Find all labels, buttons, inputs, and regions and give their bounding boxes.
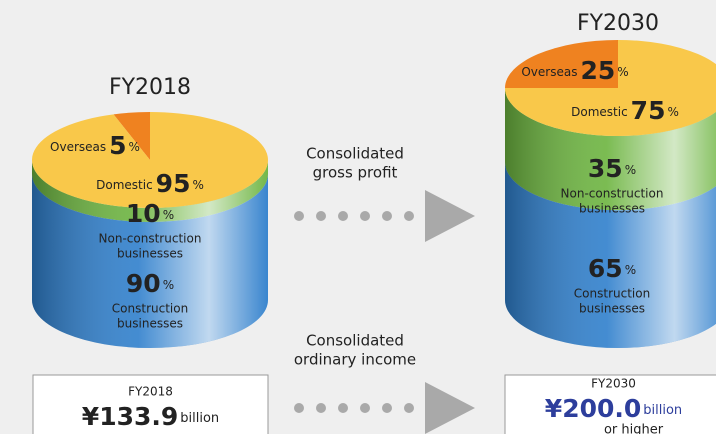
text-part: %	[192, 178, 203, 192]
text-part: 90	[126, 269, 161, 298]
result-box	[32, 374, 269, 434]
text-part: billion	[643, 403, 682, 418]
top-wedge	[505, 40, 716, 136]
domestic-label: Domestic 95%	[96, 169, 204, 198]
arrow-head	[425, 382, 475, 434]
top-wedge	[113, 112, 150, 160]
text-part: %	[625, 163, 636, 177]
side-name: businesses	[117, 247, 183, 261]
text-part: Overseas	[50, 140, 106, 154]
side-value: 10%	[126, 199, 174, 228]
text-part: %	[617, 65, 628, 79]
text-part: 5	[109, 131, 126, 160]
side-value: 35%	[588, 154, 636, 183]
arrow-dot	[360, 211, 370, 221]
box-year: FY2018	[128, 385, 173, 399]
side-shading	[32, 160, 268, 348]
result-box	[504, 374, 716, 434]
arrow-dot	[316, 403, 326, 413]
text-part: %	[163, 278, 174, 292]
side-name: Non-construction	[99, 232, 202, 246]
arrow-dot	[338, 403, 348, 413]
side-name: businesses	[579, 302, 645, 316]
overseas-label: Overseas 25%	[521, 56, 628, 85]
arrow-dot	[338, 211, 348, 221]
text-part: %	[667, 105, 678, 119]
arrow-label: Consolidated	[306, 332, 404, 350]
side-name: Construction	[574, 287, 650, 301]
side-value: 90%	[126, 269, 174, 298]
side-name: Non-construction	[561, 187, 664, 201]
text-part: Overseas	[521, 65, 577, 79]
text-part: ¥200.0	[545, 394, 641, 423]
text-part: 65	[588, 254, 623, 283]
overseas-label: Overseas 5%	[50, 131, 140, 160]
arrow-dot	[294, 211, 304, 221]
box-amount: ¥200.0 billion	[545, 394, 682, 423]
side-value: 65%	[588, 254, 636, 283]
text-part: %	[163, 208, 174, 222]
side-shading	[505, 88, 716, 348]
side-name: Construction	[112, 302, 188, 316]
text-part: ¥133.9	[82, 402, 178, 431]
arrow-head	[425, 190, 475, 242]
text-part: 35	[588, 154, 623, 183]
arrow-dot	[382, 211, 392, 221]
arrow-label: ordinary income	[294, 351, 416, 369]
cylinder-title: FY2030	[577, 11, 659, 36]
box-note: or higher	[604, 423, 664, 434]
text-part: billion	[180, 411, 219, 426]
text-part: Domestic	[571, 105, 628, 119]
arrow-dot	[316, 211, 326, 221]
arrow-dot	[360, 403, 370, 413]
arrow-dot	[404, 403, 414, 413]
arrow-label: gross profit	[313, 164, 398, 182]
text-part: Domestic	[96, 178, 153, 192]
text-part: %	[625, 263, 636, 277]
text-part: 10	[126, 199, 161, 228]
arrow-dot	[294, 403, 304, 413]
arrow-dot	[382, 403, 392, 413]
domestic-label: Domestic 75%	[571, 96, 679, 125]
text-part: %	[129, 140, 140, 154]
side-name: businesses	[579, 202, 645, 216]
box-year: FY2030	[591, 377, 636, 391]
text-part: 25	[580, 56, 615, 85]
top-wedge	[505, 40, 618, 88]
text-part: 95	[156, 169, 191, 198]
top-wedge	[32, 112, 268, 208]
arrow-dot	[404, 211, 414, 221]
cylinder-title: FY2018	[109, 75, 191, 100]
text-part: 75	[631, 96, 666, 125]
side-name: businesses	[117, 317, 183, 331]
arrow-label: Consolidated	[306, 145, 404, 163]
box-amount: ¥133.9 billion	[82, 402, 219, 431]
